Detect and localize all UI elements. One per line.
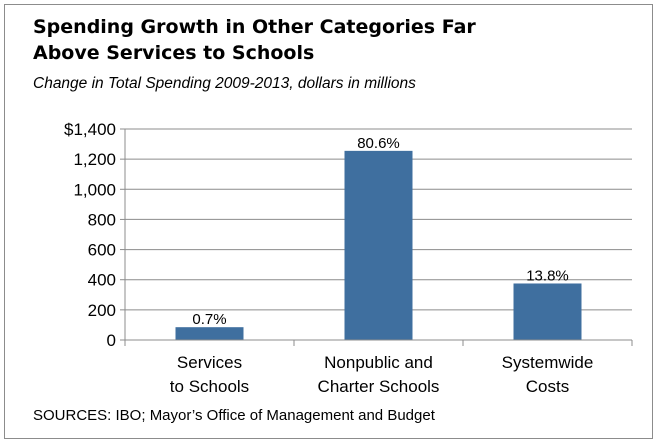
x-category-label: Charter Schools [318,377,440,396]
bar [513,283,582,340]
bars: 0.7% 80.6% 13.8% [175,135,582,340]
chart-title-line-2: Above Services to Schools [33,42,315,64]
chart-title: Spending Growth in Other Categories Far … [33,14,633,66]
x-category-label: Services [177,353,242,372]
y-axis: 0 200 400 600 800 1,000 1,200 $1,400 [64,120,126,350]
y-tick-label: 1,000 [73,180,116,199]
y-tick-label: $1,400 [64,120,116,139]
source-note: SOURCES: IBO; Mayor’s Office of Manageme… [33,407,435,424]
y-tick-label: 600 [88,241,116,260]
x-category-label: to Schools [170,377,249,396]
y-tick-label: 1,200 [73,150,116,169]
bar [175,327,244,340]
bar-data-label: 13.8% [526,267,569,284]
y-tick-label: 800 [88,210,116,229]
bar-data-label: 80.6% [357,135,400,152]
y-tick-label: 200 [88,301,116,320]
bar [344,150,413,340]
y-tick-label: 400 [88,271,116,290]
chart-title-line-1: Spending Growth in Other Categories Far [33,16,476,38]
x-category-label: Nonpublic and [324,353,433,372]
x-axis: Services to Schools Nonpublic and Charter S… [124,339,633,396]
bar-data-label: 0.7% [192,311,226,328]
x-category-label: Costs [526,377,569,396]
x-category-label: Systemwide [502,353,594,372]
chart-frame [4,4,653,439]
y-tick-label: 0 [107,331,116,350]
chart-subtitle: Change in Total Spending 2009-2013, doll… [33,75,416,92]
